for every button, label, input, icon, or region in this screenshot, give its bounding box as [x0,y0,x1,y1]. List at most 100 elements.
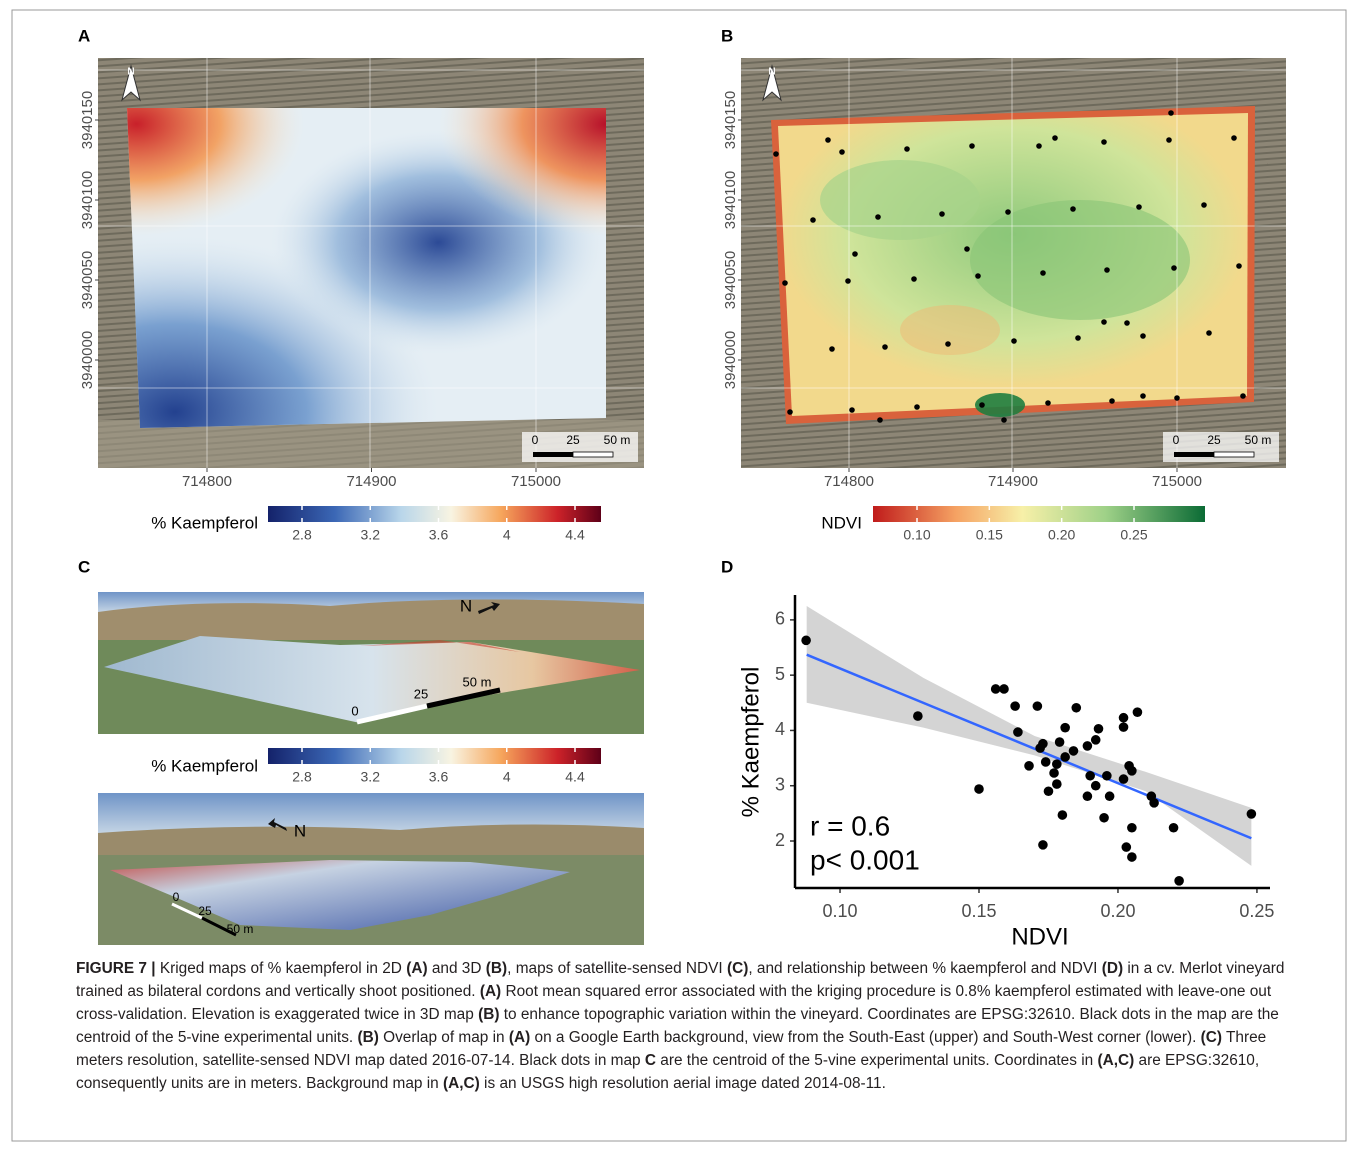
point [1246,809,1257,819]
point [1032,701,1043,711]
y-tick-label: 3940100 [722,171,739,229]
scale-label: 25 [198,904,212,918]
colorbar-label: 4.4 [565,527,585,543]
point [1118,722,1129,732]
colorbar-label: 3.6 [429,527,449,543]
colorbar-label: 4 [503,527,511,543]
north-label: N [294,821,306,840]
legend-title: NDVI [821,513,862,532]
y-tick-label: 3940000 [722,331,739,389]
point [1038,840,1048,850]
x-tick-label: 714900 [346,473,396,490]
scale-label: 50 m [463,674,492,689]
x-tick-label: 714800 [182,473,232,490]
confidence-band [806,606,1252,866]
point [1090,735,1101,745]
point [1127,852,1137,862]
colorbar-label: 0.20 [1048,527,1075,543]
x-tick-label: 715000 [511,473,561,490]
point [1132,707,1143,717]
point [1024,761,1034,771]
point [1057,810,1068,820]
colorbar-label: 4.4 [565,769,585,785]
caption-text: (B) [357,1029,379,1046]
caption-text: (A,C) [443,1075,480,1092]
caption-text: (B) [478,1006,500,1023]
point [1043,786,1054,797]
y-tick-label: 3940050 [79,251,96,309]
point [1038,738,1048,749]
caption-text: (C) [1200,1029,1223,1046]
point [1082,791,1093,802]
panel-label: C [78,557,90,576]
point [1099,812,1109,823]
x-tick-label: 714800 [824,473,874,490]
caption-text: and 3D [427,960,486,977]
caption-text: Overlap of map in [378,1029,509,1046]
point [999,684,1009,694]
colorbar [268,748,601,764]
point [1121,842,1132,852]
colorbar-label: 2.8 [292,527,312,543]
point [1010,701,1020,711]
point [1054,737,1065,747]
y-tick-label: 3940150 [722,91,739,149]
y-tick-label: 4 [775,719,785,739]
colorbar-label: 0.15 [976,527,1003,543]
y-tick-label: 3940150 [79,91,96,149]
scale-label: 25 [566,433,580,447]
colorbar-label: 2.8 [292,769,312,785]
annotation: p< 0.001 [810,844,920,875]
north-label: N [460,596,472,615]
y-tick-label: 3940000 [79,331,96,389]
legend-title: % Kaempferol [151,513,258,532]
y-axis-title: % Kaempferol [737,667,764,818]
point [1174,876,1184,886]
point [801,635,811,646]
caption-text: are the centroid of the 5-vine experimen… [656,1052,1098,1069]
point [1013,727,1023,737]
point [1102,770,1112,781]
map-kaempferol [98,58,644,468]
scale-label: 50 m [604,433,631,447]
x-tick-label: 714900 [988,473,1038,490]
caption-text: on a Google Earth background, view from … [530,1029,1201,1046]
y-tick-label: 6 [775,609,785,629]
north-label: N [768,67,775,78]
colorbar-label: 3.2 [361,769,381,785]
point [1082,741,1093,751]
colorbar-label: 4 [503,769,511,785]
y-tick-label: 3 [775,774,785,794]
point [1060,752,1070,762]
point [1168,822,1179,833]
point [1052,779,1062,789]
caption-text: , maps of satellite-sensed NDVI [507,960,727,977]
caption-text: Three meters resolution, satellite-sense… [76,1029,1267,1069]
point [1085,770,1095,781]
caption-text: (D) [1101,960,1124,977]
y-tick-label: 3940050 [722,251,739,309]
x-tick-label: 0.20 [1100,901,1135,921]
caption-text: (A) [508,1029,531,1046]
colorbar-label: 0.10 [903,527,930,543]
scale-label: 25 [1207,433,1221,447]
caption-text: is an USGS high resolution aerial image … [479,1075,886,1092]
scale-label: 50 m [227,922,254,936]
y-tick-label: 3940100 [79,171,96,229]
caption-text: C [644,1052,657,1069]
colorbar-label: 3.6 [429,769,449,785]
view-3d-upper [98,592,644,734]
caption-text: (C) [726,960,749,977]
point [1118,712,1129,723]
scale-label: 0 [173,890,180,904]
point [990,684,1001,694]
point [1127,766,1137,776]
panel-label: A [78,26,90,45]
point [1060,722,1070,733]
caption-text: (A) [406,960,428,977]
point [1127,822,1137,833]
x-tick-label: 0.15 [961,901,996,921]
x-tick-label: 0.25 [1239,901,1274,921]
